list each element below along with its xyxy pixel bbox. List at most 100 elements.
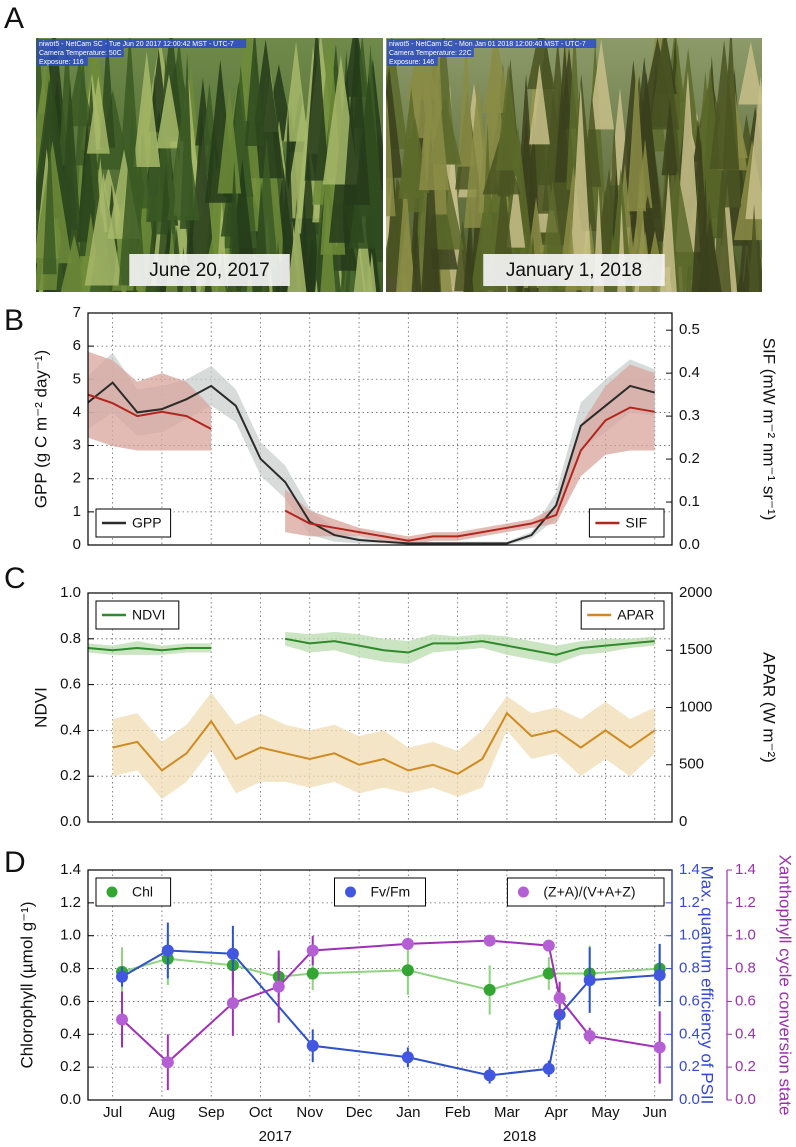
tree <box>279 276 283 292</box>
x-tick-label: Jul <box>103 1104 122 1121</box>
series-line <box>112 711 656 776</box>
caption-box <box>483 254 665 286</box>
tree <box>343 38 371 205</box>
y-tick-label: 3 <box>73 437 81 454</box>
y-axis-title: NDVI <box>31 687 50 728</box>
marker <box>542 967 555 980</box>
legend-marker <box>517 886 529 898</box>
y-tick-label: 1 <box>73 503 81 520</box>
y2-tick-label: 0.2 <box>679 1058 700 1075</box>
y2-tick-label: 500 <box>679 756 704 773</box>
marker <box>116 1013 129 1026</box>
y-tick-label: 0.4 <box>60 721 81 738</box>
caption: June 20, 2017 <box>149 260 269 281</box>
marker <box>483 934 496 947</box>
y-tick-label: 2 <box>73 470 81 487</box>
y-tick-label: 5 <box>73 370 81 387</box>
y3-tick-label: 0.6 <box>735 992 756 1009</box>
x-year-label: 2017 <box>259 1128 292 1145</box>
tree <box>463 227 474 292</box>
series-line <box>87 381 656 545</box>
x-tick-label: Dec <box>346 1104 373 1121</box>
y2-tick-label: 1500 <box>679 641 712 658</box>
y2-axis-title: APAR (W m⁻²) <box>760 652 779 763</box>
tree <box>283 102 322 219</box>
x-tick-label: Jun <box>643 1104 667 1121</box>
tree <box>709 40 739 169</box>
tree <box>133 50 161 167</box>
tree <box>712 166 732 292</box>
y-tick-label: 0.2 <box>60 1058 81 1075</box>
caption: January 1, 2018 <box>506 260 642 281</box>
tree <box>745 76 762 220</box>
overlay-text: Exposure: 146 <box>389 59 434 66</box>
overlay-bg <box>387 39 597 48</box>
error-band <box>88 641 212 655</box>
tree <box>42 131 57 275</box>
legend-box <box>506 877 665 907</box>
overlay-text: Camera Temperature: 22C <box>389 50 472 57</box>
marker <box>161 1056 174 1069</box>
panel-label: A <box>4 2 24 35</box>
marker <box>306 967 319 980</box>
marker <box>483 1069 496 1082</box>
legend-label: (Z+A)/(V+A+Z) <box>543 884 635 900</box>
legend-label: APAR <box>617 607 654 623</box>
tree <box>495 64 521 171</box>
tree <box>386 94 396 217</box>
series-line <box>121 957 660 991</box>
tree <box>738 41 762 105</box>
legend-label: GPP <box>132 515 162 531</box>
tree <box>582 94 602 187</box>
x-year-label: 2018 <box>503 1128 536 1145</box>
tree <box>457 38 475 167</box>
tree <box>386 273 390 292</box>
tree <box>304 38 330 181</box>
y2-tick-label: 0.1 <box>679 493 700 510</box>
marker <box>542 939 555 952</box>
overlay-bg <box>37 57 88 66</box>
marker <box>401 937 414 950</box>
y3-tick-label: 1.4 <box>735 861 756 878</box>
x-tick-label: Oct <box>249 1104 273 1121</box>
tree <box>529 63 550 145</box>
tree <box>442 280 445 292</box>
y-tick-label: 0.4 <box>60 1025 81 1042</box>
y2-tick-label: 0.3 <box>679 407 700 424</box>
y-tick-label: 0.0 <box>60 1091 81 1108</box>
marker <box>483 983 496 996</box>
tree <box>283 41 309 142</box>
y3-tick-label: 0.0 <box>735 1091 756 1108</box>
tree <box>290 270 294 292</box>
marker <box>583 1029 596 1042</box>
plot-frame <box>87 592 673 823</box>
y-tick-label: 1.0 <box>60 584 81 601</box>
panel-label: C <box>4 562 26 595</box>
marker <box>226 947 239 960</box>
y2-tick-label: 1.4 <box>679 861 700 878</box>
tree <box>649 38 680 130</box>
legend-marker <box>106 886 118 898</box>
y2-tick-label: 0.2 <box>679 450 700 467</box>
y2-tick-label: 1000 <box>679 698 712 715</box>
marker <box>306 944 319 957</box>
tree <box>527 38 556 90</box>
y-tick-label: 1.4 <box>60 861 81 878</box>
y-tick-label: 0.0 <box>60 813 81 830</box>
y3-tick-label: 0.8 <box>735 960 756 977</box>
tree <box>527 279 531 292</box>
legend-marker <box>345 886 356 898</box>
y-tick-label: 0.6 <box>60 992 81 1009</box>
overlay-bg <box>37 39 247 48</box>
tree <box>84 172 123 286</box>
photo <box>386 38 762 292</box>
marker <box>306 1039 319 1052</box>
legend-label: Fv/Fm <box>371 884 411 900</box>
y-axis-title: Chlorophyll (µmol g⁻¹) <box>17 901 36 1068</box>
tree <box>479 278 482 292</box>
tree <box>320 193 336 292</box>
x-tick-label: May <box>591 1104 620 1121</box>
overlay-bg <box>37 48 124 57</box>
marker <box>553 992 566 1005</box>
